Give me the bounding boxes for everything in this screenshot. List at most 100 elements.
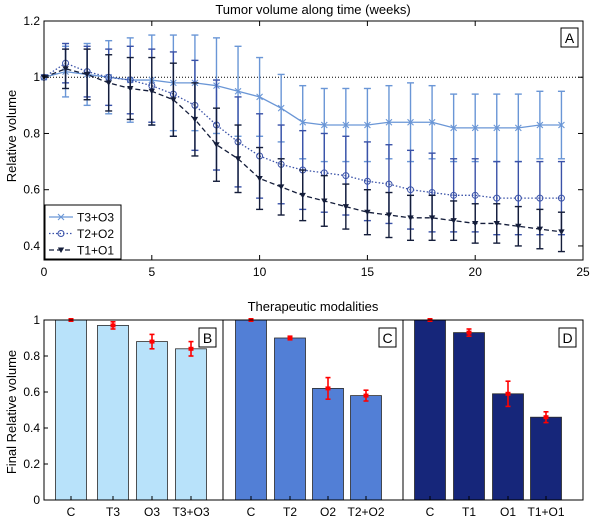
x-tick-label: O2 bbox=[320, 505, 336, 519]
data-point bbox=[234, 156, 242, 162]
bar bbox=[492, 393, 524, 501]
bar-chart-panel: Therapeutic modalities Final Relative vo… bbox=[4, 299, 584, 519]
data-point bbox=[342, 121, 350, 129]
x-tick-label: O3 bbox=[144, 505, 160, 519]
bar bbox=[235, 319, 267, 501]
data-point bbox=[385, 180, 393, 188]
y-tick-label: 0.4 bbox=[23, 239, 40, 253]
bar-value-marker bbox=[188, 346, 194, 351]
data-point bbox=[472, 220, 479, 227]
data-point bbox=[450, 191, 458, 199]
data-point bbox=[558, 229, 565, 235]
panel-label: A bbox=[565, 30, 575, 46]
y-tick-label: 0.2 bbox=[23, 457, 40, 471]
data-point bbox=[557, 194, 565, 202]
data-point bbox=[515, 223, 522, 230]
x-tick-label: T1 bbox=[462, 505, 476, 519]
data-point bbox=[536, 121, 544, 129]
data-point bbox=[57, 213, 65, 221]
bar bbox=[55, 319, 87, 501]
y-tick-label: 1 bbox=[33, 313, 40, 327]
data-point bbox=[127, 85, 134, 92]
panel-label: C bbox=[382, 330, 392, 346]
data-point bbox=[407, 186, 415, 194]
bar bbox=[530, 416, 562, 501]
data-point bbox=[191, 116, 199, 123]
y-tick-label: 1.2 bbox=[23, 14, 40, 28]
data-point bbox=[256, 175, 263, 182]
data-point bbox=[385, 212, 393, 219]
bar-chart-ylabel: Final Relative volume bbox=[4, 350, 19, 474]
legend-label: T3+O3 bbox=[77, 211, 114, 225]
data-point bbox=[170, 97, 177, 103]
bar-chart-axes bbox=[402, 319, 584, 501]
data-point bbox=[471, 191, 479, 199]
x-tick-label: T2+O2 bbox=[347, 505, 384, 519]
bar-value-marker bbox=[466, 330, 472, 335]
bar-value-marker bbox=[287, 336, 293, 340]
data-point bbox=[364, 209, 371, 216]
x-tick-label: 25 bbox=[576, 265, 590, 279]
x-tick-label: T3+O3 bbox=[172, 505, 209, 519]
data-point bbox=[493, 124, 501, 132]
x-tick-label: O1 bbox=[500, 505, 516, 519]
data-point bbox=[213, 142, 220, 148]
bar bbox=[312, 387, 344, 501]
bar-value-marker bbox=[363, 393, 369, 398]
x-tick-label: T2 bbox=[283, 505, 297, 519]
data-point bbox=[320, 121, 328, 129]
data-point bbox=[514, 124, 522, 132]
panel-label: B bbox=[203, 330, 212, 346]
data-point bbox=[558, 121, 565, 129]
panel-label-box bbox=[558, 327, 577, 348]
bar-group-B: C T3 O3 T3+O3 B bbox=[43, 318, 224, 519]
data-point bbox=[256, 93, 263, 101]
bar bbox=[97, 324, 129, 501]
data-point bbox=[342, 172, 350, 180]
y-tick-label: 0.8 bbox=[23, 349, 40, 363]
x-tick-label: C bbox=[67, 505, 76, 519]
y-tick-label: 0.8 bbox=[23, 126, 40, 140]
line-chart-ylabel: Relative volume bbox=[4, 90, 19, 183]
data-point bbox=[277, 184, 285, 190]
bar bbox=[414, 319, 446, 501]
data-point bbox=[363, 177, 371, 185]
y-tick-label: 0.6 bbox=[23, 183, 40, 197]
bar-value-marker bbox=[149, 339, 155, 344]
bar-value-marker bbox=[325, 386, 331, 391]
y-tick-label: 0 bbox=[33, 493, 40, 507]
data-point bbox=[536, 226, 544, 233]
x-tick-label: 10 bbox=[253, 265, 267, 279]
data-point bbox=[148, 88, 155, 95]
legend-label: T1+O1 bbox=[77, 244, 114, 258]
y-tick-label: 1 bbox=[33, 70, 40, 84]
data-point bbox=[471, 124, 479, 132]
bar-value-marker bbox=[543, 415, 549, 420]
x-tick-label: 0 bbox=[41, 265, 48, 279]
bar-chart-title: Therapeutic modalities bbox=[248, 299, 379, 314]
line-chart-panel: Tumor volume along time (weeks) Relative… bbox=[4, 2, 590, 279]
bar bbox=[453, 332, 485, 501]
series-T1+O1 bbox=[40, 48, 565, 253]
panel-label: D bbox=[562, 330, 572, 346]
bar-value-marker bbox=[505, 391, 511, 396]
x-tick-label: C bbox=[426, 505, 435, 519]
data-point bbox=[342, 204, 350, 210]
panel-label-box bbox=[198, 327, 217, 348]
bar-value-marker bbox=[110, 323, 116, 328]
data-point bbox=[428, 118, 436, 126]
panel-label-box bbox=[378, 327, 397, 348]
legend-label: T2+O2 bbox=[77, 227, 114, 241]
y-tick-label: 0.4 bbox=[23, 421, 40, 435]
bar-chart-plot-area: C T3 O3 T3+O3 B C T2 O2 T2+O2 C C T1 O1 T1+O1 D 0 0.2 0.4… bbox=[23, 313, 584, 519]
y-tick-label: 0.6 bbox=[23, 385, 40, 399]
data-point bbox=[62, 66, 69, 72]
x-tick-label: T1+O1 bbox=[527, 505, 564, 519]
data-point bbox=[83, 71, 91, 78]
data-point bbox=[450, 218, 457, 224]
x-tick-label: C bbox=[247, 505, 256, 519]
x-tick-label: 20 bbox=[469, 265, 483, 279]
data-point bbox=[299, 118, 307, 126]
line-chart-axes bbox=[43, 20, 584, 261]
